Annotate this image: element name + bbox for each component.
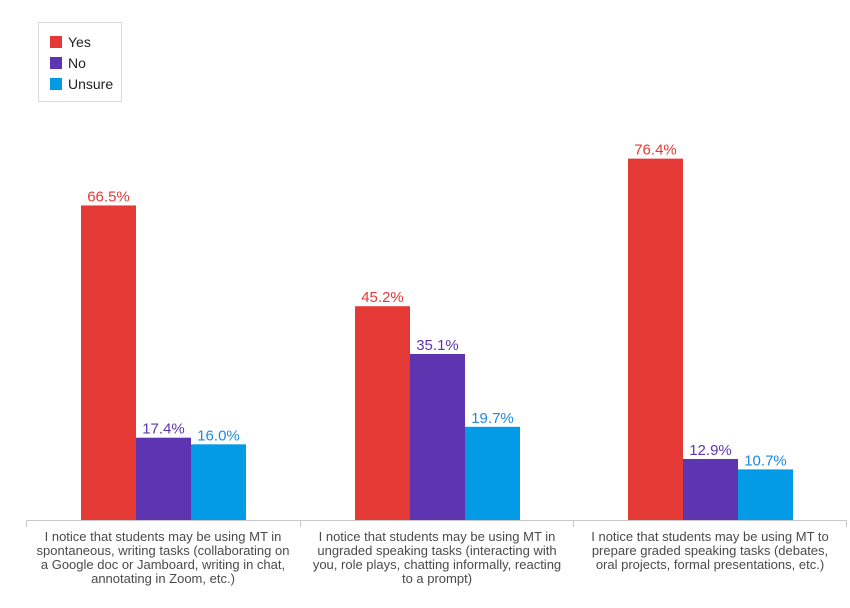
bar-unsure-2	[465, 426, 520, 520]
data-label-unsure-2: 19.7%	[471, 410, 514, 427]
legend-label-unsure: Unsure	[68, 75, 114, 92]
data-label-yes-1: 66.5%	[87, 188, 130, 205]
data-label-yes-3: 76.4%	[634, 142, 677, 159]
legend-item-yes: Yes	[50, 31, 121, 52]
data-label-no-1: 17.4%	[142, 421, 185, 438]
bar-no-2	[410, 353, 465, 520]
category-label-1: I notice that students may be using MT i…	[36, 529, 290, 586]
data-label-yes-2: 45.2%	[361, 289, 404, 306]
bar-no-3	[683, 458, 738, 520]
bar-unsure-3	[738, 469, 793, 520]
legend-swatch-unsure	[50, 77, 62, 90]
data-label-no-2: 35.1%	[416, 337, 459, 354]
category-label-2: I notice that students may be using MT i…	[312, 529, 562, 586]
bar-yes-3	[628, 158, 683, 521]
legend-item-no: No	[50, 52, 121, 73]
legend-label-no: No	[68, 54, 86, 71]
legend-swatch-no	[50, 56, 62, 69]
category-label-3: I notice that students may be using MT t…	[591, 529, 829, 572]
legend-item-unsure: Unsure	[50, 73, 121, 94]
bar-yes-1	[81, 205, 136, 520]
data-label-no-3: 12.9%	[689, 442, 732, 459]
data-label-unsure-3: 10.7%	[744, 452, 787, 469]
bar-yes-2	[355, 306, 410, 520]
bar-no-1	[136, 437, 191, 520]
chart-legend: Yes No Unsure	[38, 22, 122, 102]
data-label-unsure-1: 16.0%	[197, 427, 240, 444]
legend-swatch-yes	[50, 35, 62, 48]
legend-label-yes: Yes	[68, 33, 91, 50]
bar-unsure-1	[191, 444, 246, 520]
